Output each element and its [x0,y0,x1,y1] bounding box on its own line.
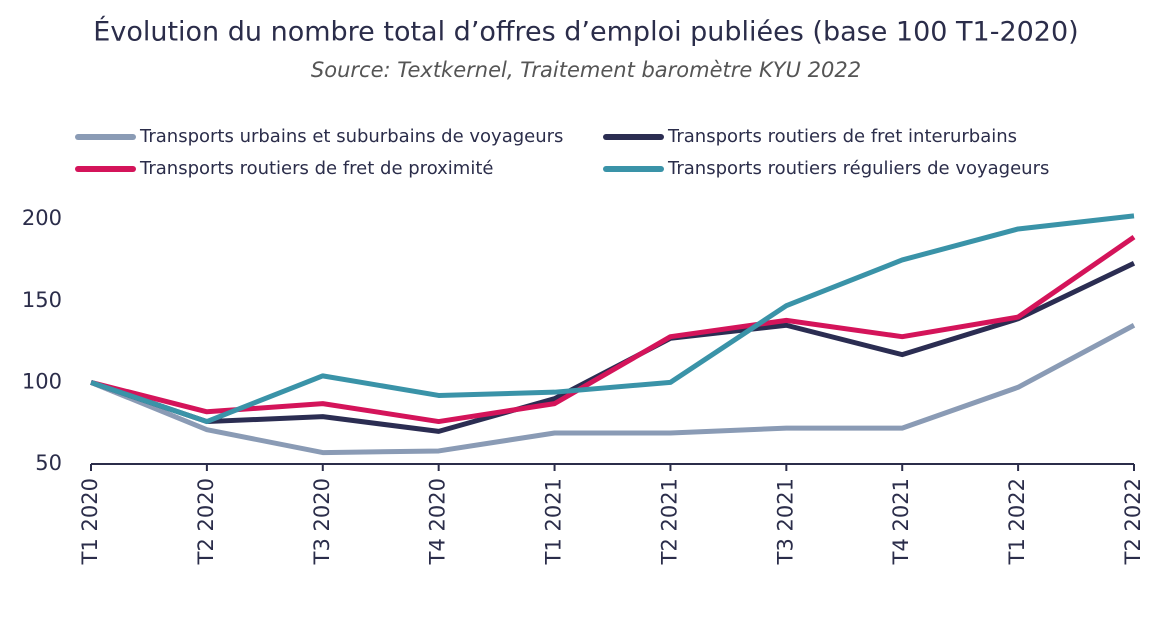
x-tick-label: T1 2021 [542,478,566,565]
y-tick-label: 50 [35,451,62,475]
y-tick-label: 150 [22,288,62,312]
chart-title: Évolution du nombre total d’offres d’emp… [93,16,1078,48]
legend-label: Transports urbains et suburbains de voya… [139,126,563,147]
legend-label: Transports routiers réguliers de voyageu… [667,158,1049,179]
x-tick-label: T2 2020 [194,478,218,565]
series-line [90,323,1136,456]
x-tick-label: T2 2021 [657,478,681,565]
x-tick-label: T1 2022 [1005,478,1029,565]
x-tick-label: T2 2022 [1121,478,1145,565]
x-tick-label: T1 2020 [78,478,102,565]
x-tick-label: T4 2020 [426,478,450,565]
y-tick-label: 100 [22,369,62,393]
legend-label: Transports routiers de fret interurbains [667,126,1017,147]
y-tick-label: 200 [22,206,62,230]
series-line [90,235,1136,425]
legend-label: Transports routiers de fret de proximité [139,158,493,179]
x-tick-label: T3 2020 [310,478,334,565]
x-tick-label: T3 2021 [773,478,797,565]
series-line [90,213,1135,425]
chart-subtitle: Source: Textkernel, Traitement baromètre… [311,58,861,82]
x-tick-label: T4 2021 [889,478,913,565]
